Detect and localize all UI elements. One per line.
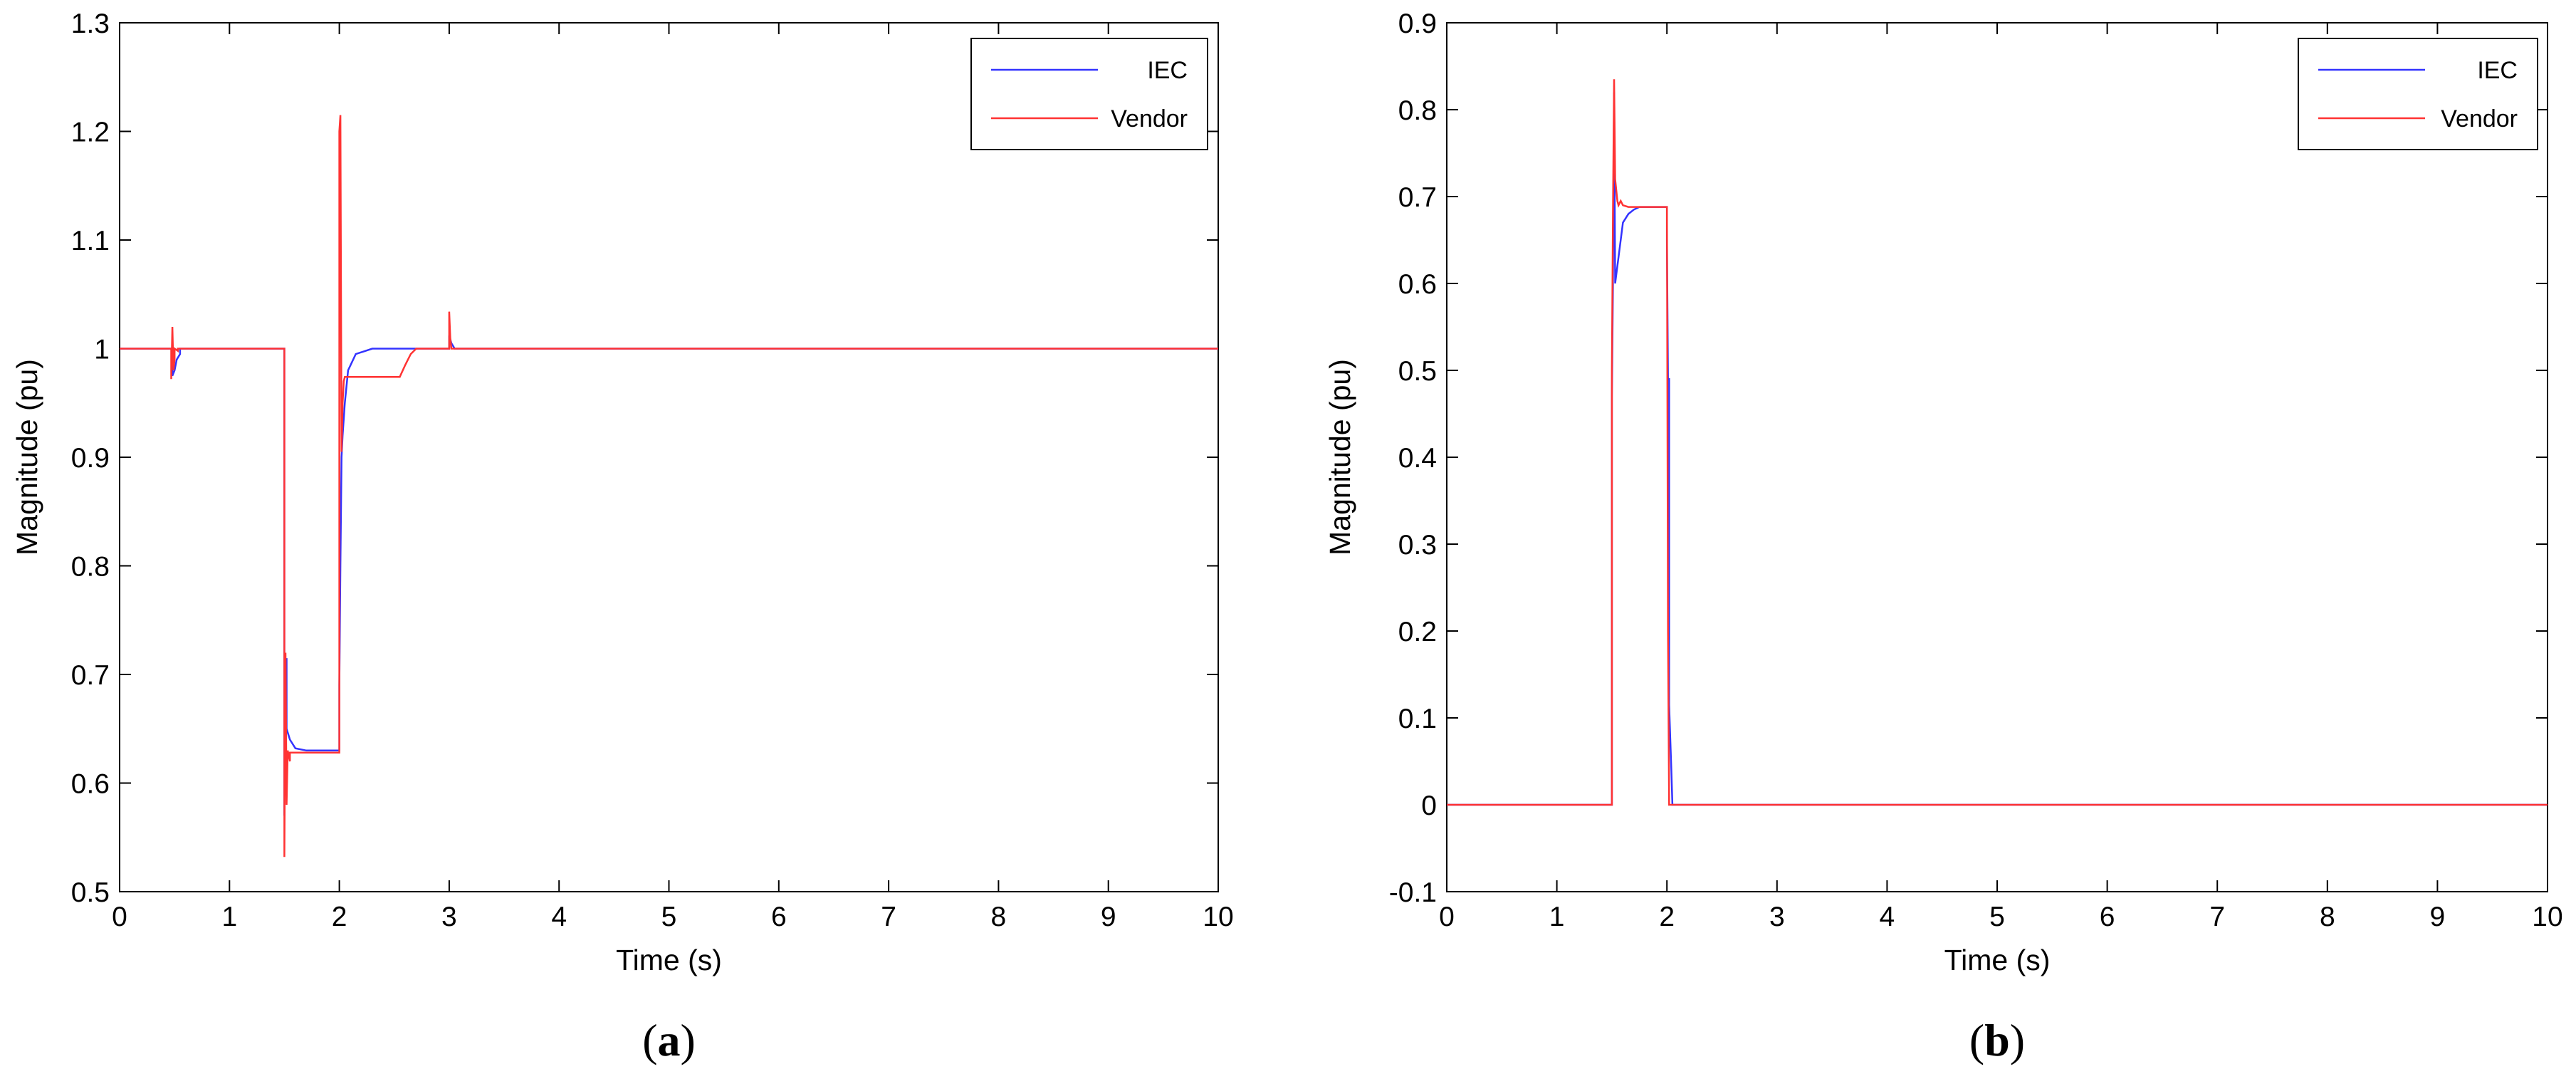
x-tick-label: 6 [771, 902, 787, 932]
x-tick-label: 9 [1101, 902, 1116, 932]
y-tick-label: 1.3 [71, 9, 110, 39]
plot-area-frame [1446, 22, 2548, 892]
y-tick-label: 0.6 [71, 769, 110, 800]
x-tick-label: 4 [551, 902, 567, 932]
chart-panel-b: 0 1 2 3 4 5 6 7 8 9 10-0.100.10.20.30.40.50.60.70.… [1324, 9, 2563, 1065]
y-tick-label: 1.1 [71, 226, 110, 256]
x-tick-label: 5 [661, 902, 677, 932]
legend-label-iec: IEC [2477, 57, 2518, 84]
x-tick-label: 0 [112, 902, 127, 932]
y-tick-label: 1 [94, 335, 110, 365]
legend: IEC Vendor [2298, 38, 2538, 150]
legend-label-vendor: Vendor [2441, 105, 2518, 132]
y-tick-label: 0.8 [1398, 95, 1437, 126]
series-line-vendor [120, 115, 1218, 857]
x-axis-title: Time (s) [1944, 944, 2051, 976]
x-tick-label: 10 [2532, 902, 2562, 932]
legend-box [2298, 38, 2538, 150]
y-tick-label: 0.7 [71, 660, 110, 691]
x-tick-label: 5 [1989, 902, 2005, 932]
x-tick-label: 1 [1549, 902, 1565, 932]
x-axis-title: Time (s) [616, 944, 722, 976]
y-tick-label: 0.5 [1398, 356, 1437, 387]
y-tick-label: -0.1 [1389, 877, 1437, 908]
x-tick-label: 0 [1439, 902, 1455, 932]
y-tick-label: 0.1 [1398, 704, 1437, 734]
panel-label-letter: b [1984, 1015, 2010, 1065]
y-tick-label: 0.9 [71, 443, 110, 474]
y-axis-title: Magnitude (pu) [11, 359, 43, 556]
chart-panel-a: 0 1 2 3 4 5 6 7 8 9 10 0.5 0.6 0.7 0.8 0.9 1 1.1 1.2 1.3 IEC… [11, 9, 1234, 1065]
x-tick-label: 7 [2209, 902, 2225, 932]
legend-label-iec: IEC [1147, 57, 1188, 84]
x-tick-label: 8 [991, 902, 1007, 932]
y-tick-label: 0.5 [71, 877, 110, 908]
panel-label-letter: a [658, 1015, 681, 1065]
x-tick-label: 4 [1880, 902, 1895, 932]
x-tick-label: 6 [2100, 902, 2115, 932]
x-tick-label: 2 [332, 902, 347, 932]
legend-label-vendor: Vendor [1111, 105, 1188, 132]
panel-label: (b) [1969, 1015, 2025, 1065]
x-tick-label: 3 [1769, 902, 1785, 932]
y-tick-label: 0.6 [1398, 269, 1437, 300]
y-tick-label: 0.4 [1398, 443, 1437, 474]
x-tick-label: 7 [881, 902, 896, 932]
x-tick-label: 1 [221, 902, 237, 932]
y-tick-label: 0.2 [1398, 617, 1437, 647]
y-axis-title: Magnitude (pu) [1324, 359, 1356, 556]
y-tick-label: 0 [1421, 791, 1437, 821]
x-tick-label: 8 [2320, 902, 2335, 932]
x-tick-label: 9 [2430, 902, 2446, 932]
series-line-vendor [1447, 79, 2548, 806]
panel-label: (a) [642, 1015, 696, 1065]
y-tick-label: 0.8 [71, 552, 110, 583]
x-tick-label: 2 [1659, 902, 1675, 932]
legend-box [970, 38, 1208, 150]
legend: IEC Vendor [970, 38, 1208, 150]
y-tick-label: 0.9 [1398, 9, 1437, 39]
y-tick-label: 0.7 [1398, 182, 1437, 213]
y-tick-label: 1.2 [71, 118, 110, 148]
plot-area-frame [119, 22, 1219, 892]
x-tick-label: 3 [441, 902, 457, 932]
y-tick-label: 0.3 [1398, 530, 1437, 561]
x-tick-label: 10 [1203, 902, 1233, 932]
